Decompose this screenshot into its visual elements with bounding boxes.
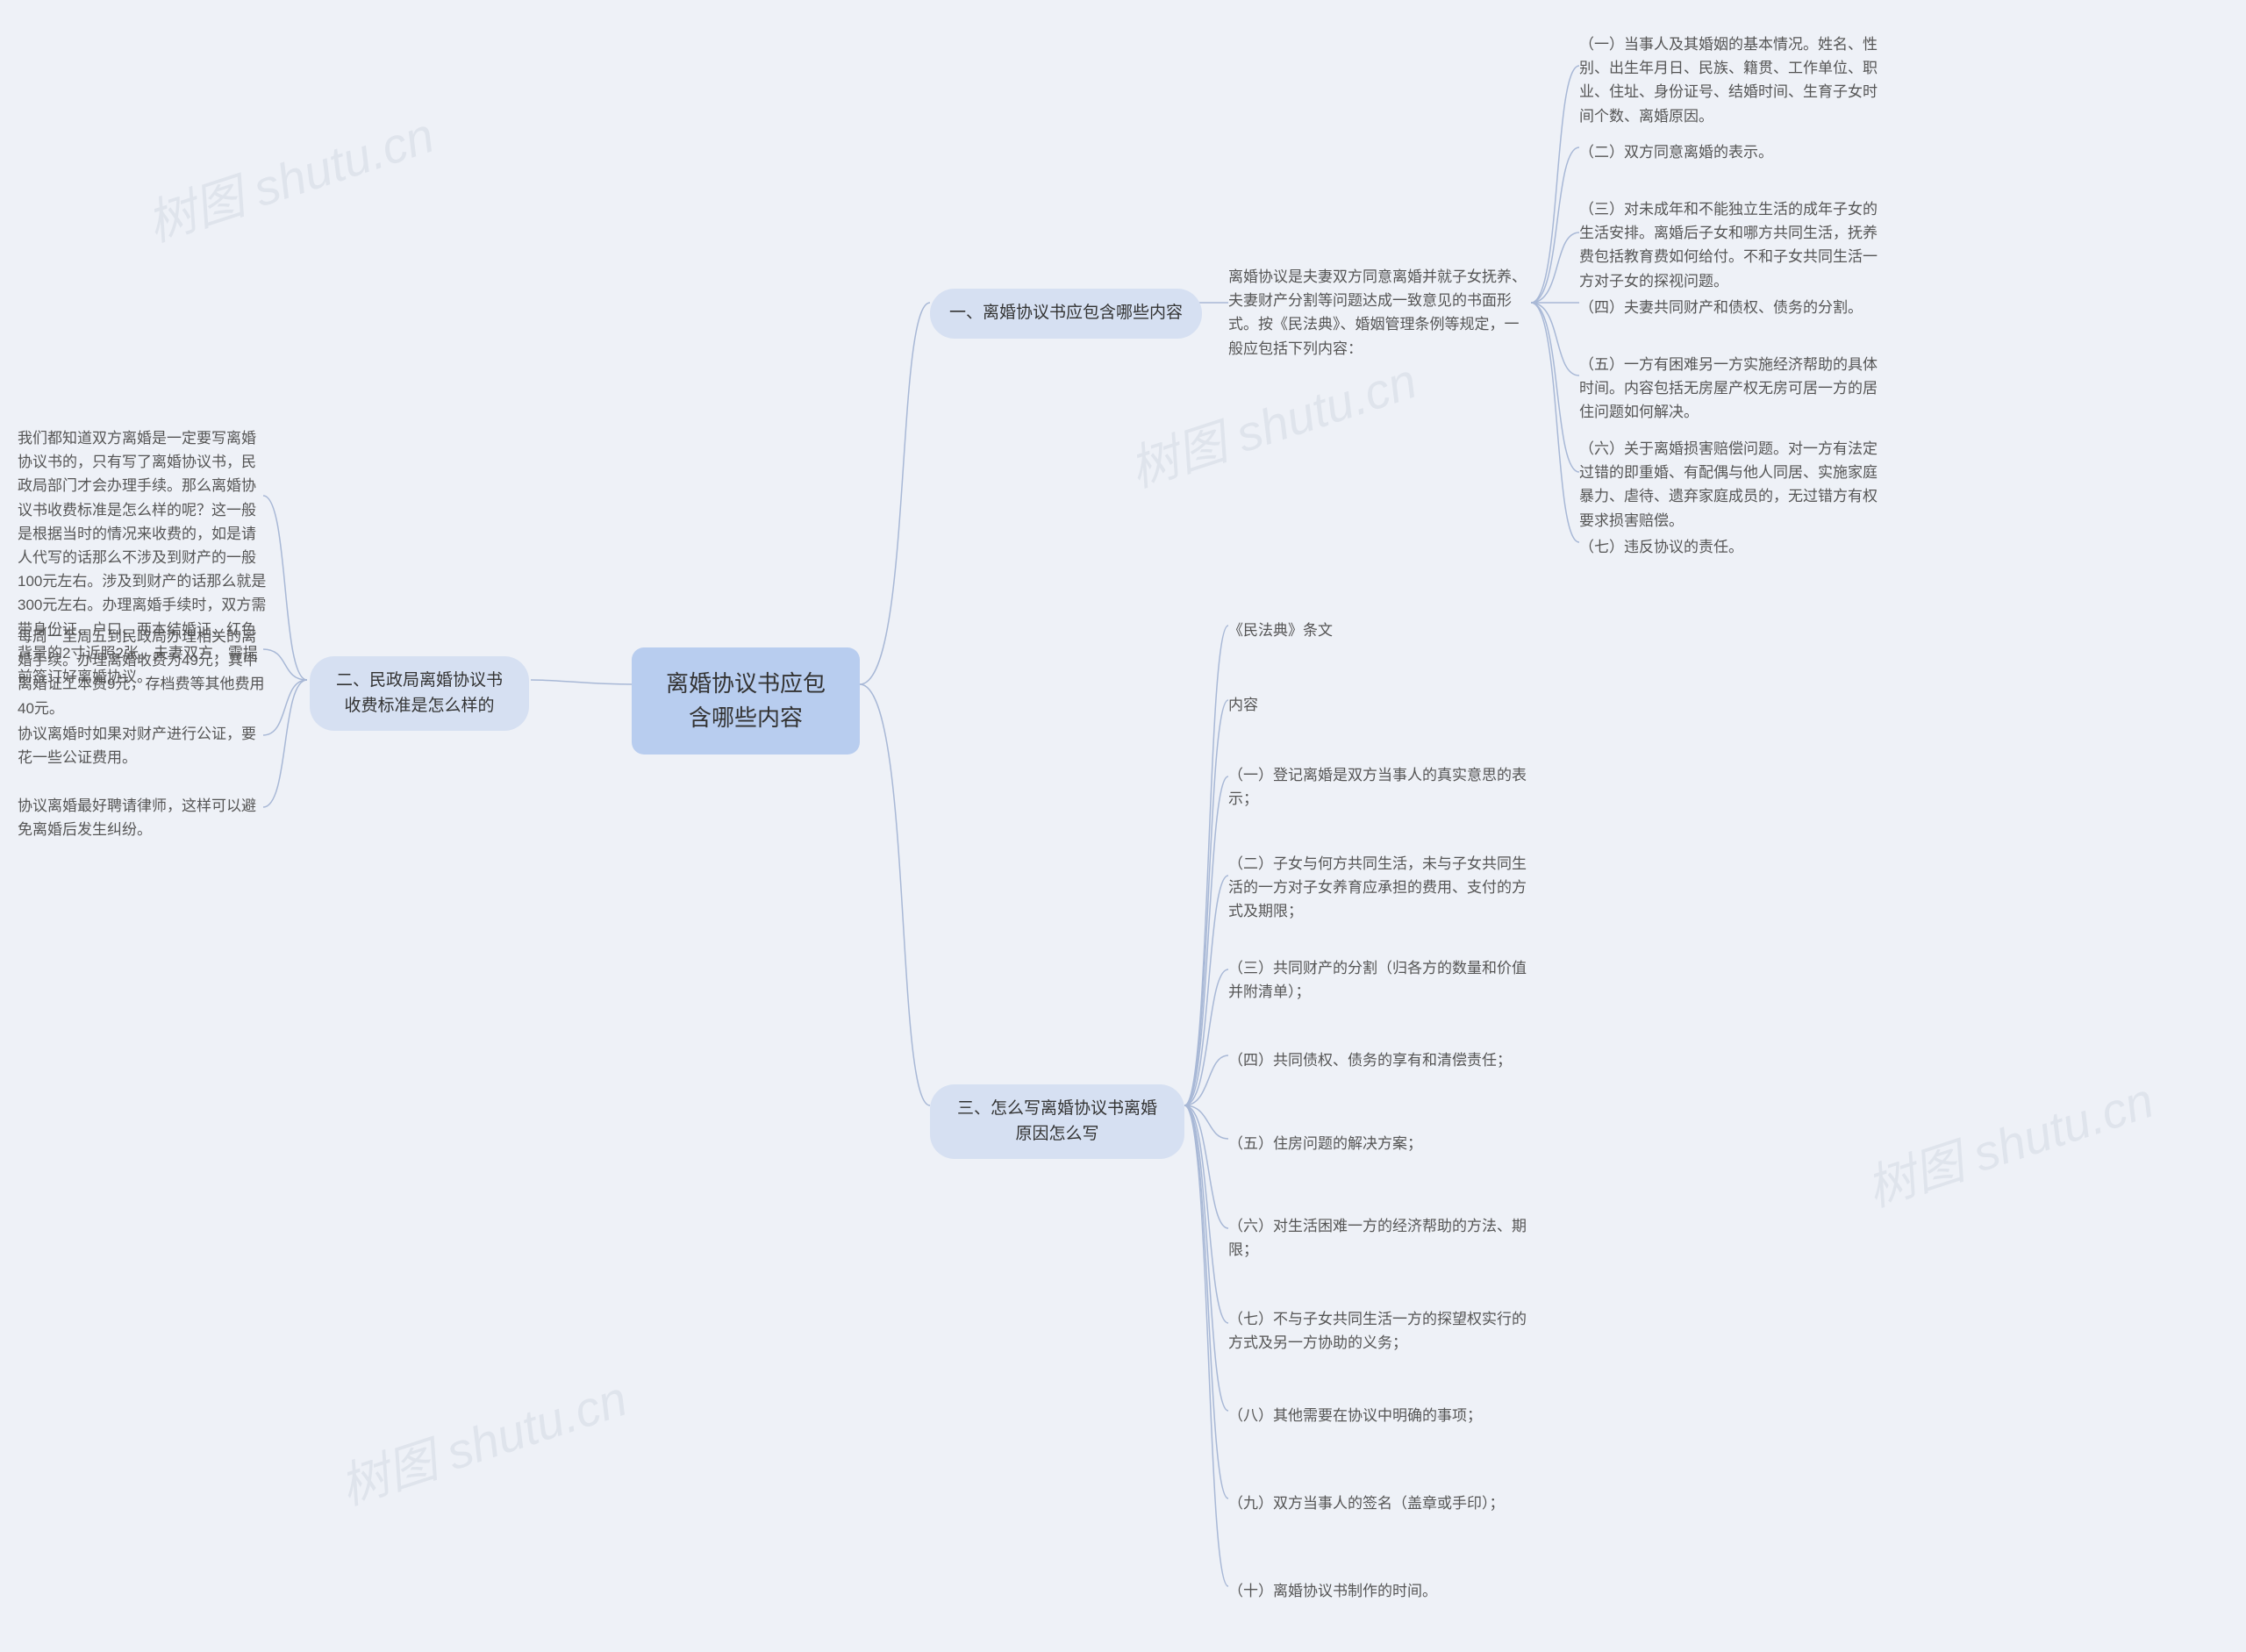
- branch-1-item-5: （五）一方有困难另一方实施经济帮助的具体时间。内容包括无房屋产权无房可居一方的居…: [1579, 353, 1878, 425]
- branch-3-item-10: （八）其他需要在协议中明确的事项；: [1228, 1404, 1482, 1427]
- branch-1-node: 一、离婚协议书应包含哪些内容: [930, 289, 1202, 339]
- branch-3-item-2: 内容: [1228, 693, 1258, 717]
- branch-1-item-7: （七）违反协议的责任。: [1579, 535, 1743, 559]
- branch-1-item-6: （六）关于离婚损害赔偿问题。对一方有法定过错的即重婚、有配偶与他人同居、实施家庭…: [1579, 437, 1878, 533]
- branch-1-item-4: （四）夫妻共同财产和债权、债务的分割。: [1579, 296, 1863, 319]
- branch-3-item-9: （七）不与子女共同生活一方的探望权实行的方式及另一方协助的义务；: [1228, 1307, 1527, 1355]
- center-node: 离婚协议书应包含哪些内容: [632, 647, 860, 754]
- branch-3-item-8: （六）对生活困难一方的经济帮助的方法、期限；: [1228, 1214, 1527, 1262]
- branch-1-desc: 离婚协议是夫妻双方同意离婚并就子女抚养、夫妻财产分割等问题达成一致意见的书面形式…: [1228, 265, 1527, 361]
- watermark-3: 树图 shutu.cn: [1856, 1062, 2162, 1221]
- branch-2-item-4: 协议离婚最好聘请律师，这样可以避免离婚后发生纠纷。: [18, 794, 268, 841]
- branch-3-item-5: （三）共同财产的分割（归各方的数量和价值并附清单）；: [1228, 956, 1527, 1004]
- branch-3-item-3: （一）登记离婚是双方当事人的真实意思的表示；: [1228, 763, 1527, 811]
- branch-2-item-3: 协议离婚时如果对财产进行公证，要花一些公证费用。: [18, 722, 268, 769]
- branch-1-item-3: （三）对未成年和不能独立生活的成年子女的生活安排。离婚后子女和哪方共同生活，抚养…: [1579, 197, 1878, 293]
- branch-3-node: 三、怎么写离婚协议书离婚原因怎么写: [930, 1084, 1184, 1159]
- branch-1-item-1: （一）当事人及其婚姻的基本情况。姓名、性别、出生年月日、民族、籍贯、工作单位、职…: [1579, 32, 1878, 128]
- branch-2-node: 二、民政局离婚协议书收费标准是怎么样的: [310, 656, 529, 731]
- watermark-2: 树图 shutu.cn: [1119, 342, 1425, 502]
- branch-3-item-6: （四）共同债权、债务的享有和清偿责任；: [1228, 1048, 1512, 1072]
- branch-2-item-2: 每周一至周五到民政局办理相关的离婚手续。办理离婚收费为49元，其中 离婚证工本费…: [18, 625, 268, 720]
- branch-3-item-11: （九）双方当事人的签名（盖章或手印）；: [1228, 1491, 1505, 1515]
- mindmap-connectors: [0, 0, 2246, 1652]
- watermark-1: 树图 shutu.cn: [137, 97, 442, 256]
- branch-3-item-1: 《民法典》条文: [1228, 619, 1333, 642]
- branch-3-item-7: （五）住房问题的解决方案；: [1228, 1132, 1422, 1155]
- watermark-4: 树图 shutu.cn: [330, 1360, 635, 1520]
- branch-3-item-12: （十）离婚协议书制作的时间。: [1228, 1579, 1437, 1603]
- branch-1-item-2: （二）双方同意离婚的表示。: [1579, 140, 1773, 164]
- branch-3-item-4: （二）子女与何方共同生活，未与子女共同生活的一方对子女养育应承担的费用、支付的方…: [1228, 852, 1527, 924]
